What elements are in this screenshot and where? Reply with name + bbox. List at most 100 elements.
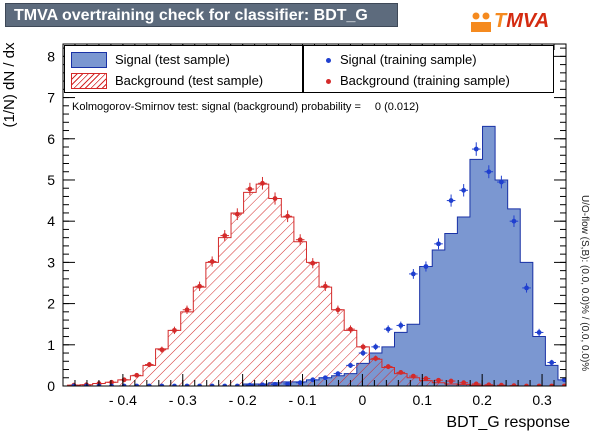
x-tick-label: - 0.1 [289, 392, 317, 408]
signal-training-point [549, 360, 555, 365]
background-training-point [272, 196, 278, 201]
background-training-point [423, 376, 429, 381]
signal-training-point [473, 146, 479, 152]
signal-training-point [348, 362, 353, 368]
x-tick-label: - 0.4 [109, 392, 137, 408]
signal-training-point [272, 381, 278, 386]
background-training-point [322, 283, 328, 289]
y-tick-label: 1 [47, 337, 55, 353]
signal-training-point [109, 383, 114, 386]
background-training-point [159, 347, 165, 353]
tmva-logo: TMVA [470, 10, 590, 40]
background-training-point [234, 211, 240, 217]
x-axis-title: BDT_G response [446, 414, 570, 431]
background-training-point [209, 259, 215, 264]
y-tick-label: 2 [47, 296, 55, 312]
signal-training-point [184, 383, 190, 386]
signal-training-point [297, 380, 303, 386]
background-training-point [109, 379, 114, 385]
background-training-point [285, 213, 291, 219]
legend-swatch-signal-test [71, 52, 107, 68]
background-training-point [436, 377, 441, 383]
signal-training-point [360, 350, 366, 356]
background-training-point [348, 326, 353, 332]
background-training-point [473, 381, 479, 386]
background-training-point [549, 383, 555, 386]
background-training-point [511, 383, 517, 386]
legend-label-background-test: Background (test sample) [115, 73, 264, 88]
background-training-point [448, 378, 454, 384]
ks-test-text: Kolmogorov-Smirnov test: signal (backgro… [72, 101, 419, 113]
signal-training-point [134, 383, 140, 386]
logo-text: TMVA [494, 10, 550, 32]
legend-marker-signal-training [326, 58, 331, 63]
x-tick-label: 0.3 [532, 392, 552, 408]
signal-training-point [172, 383, 177, 386]
legend-label-signal-training: Signal (training sample) [340, 52, 477, 67]
signal-training-point [84, 383, 89, 386]
ks-test-label: Kolmogorov-Smirnov test: signal (backgro… [72, 101, 361, 113]
background-training-point [197, 283, 202, 289]
signal-training-point [398, 323, 404, 328]
background-training-point [134, 372, 140, 378]
background-training-point [398, 370, 404, 375]
signal-training-point [234, 383, 240, 386]
legend-marker-background-training [326, 79, 331, 84]
signal-training-point [285, 381, 291, 386]
signal-training-point [335, 371, 341, 377]
background-training-point [247, 186, 253, 192]
signal-training-point [310, 377, 316, 383]
signal-training-point [385, 326, 391, 332]
x-tick-label: 0.2 [472, 392, 492, 408]
signal-training-point [410, 271, 416, 277]
background-training-point [335, 307, 341, 313]
legend-training: Signal (training sample) Background (tra… [303, 45, 554, 93]
signal-training-point [146, 383, 152, 386]
signal-training-point [498, 179, 504, 185]
y-axis-title: (1/N) dN / dx [1, 42, 18, 128]
background-training-point [410, 373, 416, 379]
y-tick-label: 0 [47, 378, 55, 394]
background-training-point [373, 355, 379, 361]
signal-training-point [373, 344, 379, 350]
signal-training-point [159, 383, 165, 386]
signal-training-point [247, 382, 253, 386]
y-tick-label: 4 [47, 213, 55, 229]
background-training-point [146, 362, 152, 367]
ks-test-probability: 0 (0.012) [374, 101, 419, 113]
y-tick-label: 6 [47, 131, 55, 147]
background-training-point [461, 380, 467, 386]
background-training-point [385, 364, 391, 370]
background-training-point [360, 344, 366, 350]
background-training-point [297, 237, 303, 243]
signal-training-point [461, 187, 467, 193]
signal-training-point [209, 383, 215, 386]
background-training-point [260, 180, 265, 186]
background-training-point [561, 383, 566, 386]
legend-label-background-training: Background (training sample) [340, 73, 510, 88]
background-training-point [486, 382, 492, 386]
signal-training-point [197, 383, 202, 386]
background-training-point [172, 327, 177, 333]
x-tick-label: - 0.3 [169, 392, 197, 408]
logo-mark-icon [471, 12, 491, 32]
signal-training-point [436, 241, 441, 247]
y-tick-label: 5 [47, 172, 55, 188]
signal-training-point [222, 383, 228, 386]
legend-swatch-background-test [71, 73, 107, 89]
signal-training-point [486, 169, 492, 175]
signal-training-point [561, 377, 566, 383]
x-tick-label: 0.1 [413, 392, 433, 408]
signal-training-point [511, 218, 517, 224]
y-tick-label: 3 [47, 254, 55, 270]
chart-title: TMVA overtraining check for classifier: … [5, 3, 398, 27]
overflow-note: U/O-flow (S,B): (0.0, 0.0)% / (0.0, 0.0)… [579, 195, 590, 372]
background-training-point [536, 383, 542, 386]
x-tick-label: 0 [359, 392, 367, 408]
background-training-point [310, 260, 316, 266]
x-tick-label: - 0.2 [229, 392, 257, 408]
background-test-histogram [67, 183, 566, 386]
background-training-point [498, 382, 504, 386]
